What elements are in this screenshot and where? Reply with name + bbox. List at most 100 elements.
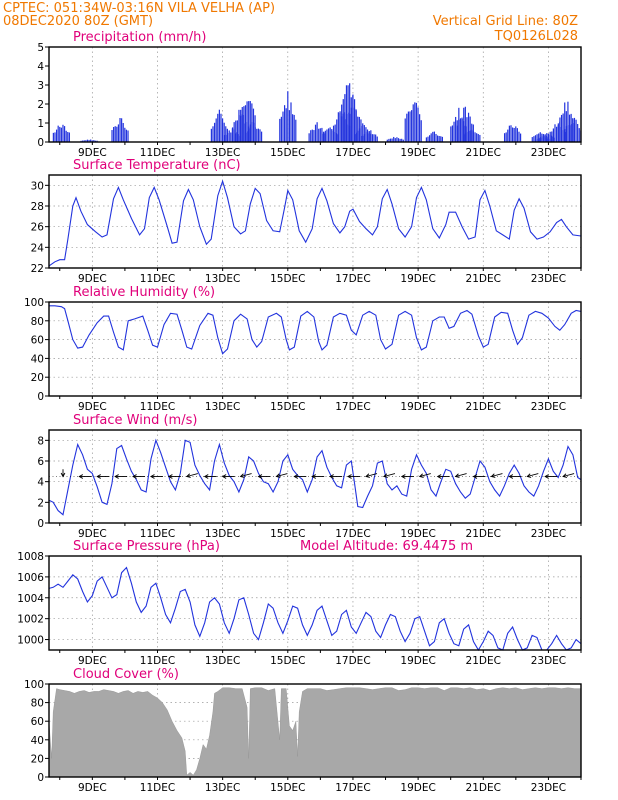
precip-bar [324, 130, 326, 142]
precip-bar [560, 114, 563, 142]
precip-bar [471, 129, 473, 142]
precip-bar [469, 116, 471, 142]
wind-arrow-head [114, 474, 119, 479]
wind-arrow-head [275, 473, 281, 478]
precip-bar [331, 129, 333, 142]
series-line [48, 179, 582, 267]
precip-bar [285, 108, 287, 142]
y-tick-label: 1002 [17, 614, 44, 626]
precip-bar [280, 116, 282, 142]
precip-bar [252, 122, 255, 142]
precip-bar [319, 128, 321, 142]
precip-bar [334, 124, 336, 142]
precip-bar [386, 139, 388, 142]
wind-arrow-head [150, 474, 155, 479]
precip-bar [419, 114, 421, 142]
precip-bar [516, 128, 518, 142]
precip-bar [227, 132, 229, 142]
precip-bar [371, 134, 374, 142]
precip-bar [411, 110, 413, 142]
precip-bar [124, 127, 126, 142]
wind-arrow [240, 473, 252, 477]
y-tick-label: 80 [31, 316, 44, 328]
precip-bar [397, 138, 400, 142]
wind-arrow-head [203, 474, 209, 479]
precip-bar [342, 99, 344, 142]
y-tick-label: 0 [37, 772, 44, 784]
precip-bar [349, 83, 351, 142]
header-grid-line: Vertical Grid Line: 80Z [433, 14, 578, 29]
x-tick-label: 17DEC [335, 528, 370, 540]
precip-bar [54, 132, 56, 142]
precip-bar [456, 125, 458, 142]
precip-bar [326, 129, 328, 142]
x-tick-label: 9DEC [78, 528, 107, 540]
precip-bar [55, 129, 58, 142]
header-model-id: TQ0126L028 [494, 29, 578, 44]
y-tick-label: 22 [31, 263, 44, 275]
wind-arrow-head [185, 473, 191, 478]
precip-bar [337, 112, 339, 142]
precip-bar [538, 138, 540, 142]
x-tick-label: 9DEC [78, 147, 107, 159]
precip-bar [458, 119, 460, 142]
x-tick-label: 15DEC [270, 528, 305, 540]
precip-bar [353, 99, 356, 142]
wind-arrow-head [436, 474, 442, 479]
wind-arrow [455, 473, 467, 477]
precip-bar [223, 122, 225, 142]
precip-bar [308, 133, 310, 142]
wind-arrow-head [347, 474, 352, 479]
precip-bar [345, 114, 348, 142]
precip-bar [65, 130, 67, 142]
precip-bar [573, 117, 576, 142]
series-line [48, 438, 582, 516]
x-tick-label: 21DEC [466, 655, 501, 667]
y-tick-label: 0 [37, 518, 44, 530]
y-tick-label: 6 [37, 456, 44, 468]
precip-bar [464, 132, 467, 142]
precip-bar [393, 136, 395, 142]
y-tick-label: 20 [31, 372, 44, 384]
precip-bar [544, 134, 546, 142]
precip-bar [210, 128, 212, 142]
precip-bar [249, 101, 251, 142]
y-tick-label: 4 [37, 61, 44, 73]
precip-bar [375, 134, 377, 142]
x-tick-label: 23DEC [531, 273, 566, 285]
precip-bar [367, 133, 369, 142]
y-tick-label: 3 [37, 80, 44, 92]
precip-bar [577, 123, 579, 142]
x-tick-label: 19DEC [400, 655, 435, 667]
precip-bar [463, 107, 465, 142]
precip-bar [93, 140, 95, 142]
precip-bar [91, 140, 93, 142]
precip-bar [63, 126, 66, 142]
wind-arrow-head [78, 474, 84, 479]
precip-bar [407, 111, 410, 142]
precip-bar [225, 126, 227, 142]
precip-bar [552, 128, 554, 142]
y-tick-label: 26 [31, 222, 45, 234]
precip-bar [417, 107, 419, 142]
precip-bar [531, 137, 533, 142]
panel-0: Precipitation (mm/h) 0 1 2 3 4 5 9DEC 11DEC 13DEC… [37, 30, 582, 159]
y-tick-label: 1004 [17, 593, 44, 605]
precip-bar [329, 127, 331, 142]
precip-bar [511, 127, 514, 142]
precip-bar [60, 127, 62, 142]
panel-title: Surface Wind (m/s) [73, 413, 197, 428]
precip-bar [469, 130, 471, 142]
precip-bar [116, 126, 118, 142]
x-tick-label: 21DEC [466, 782, 501, 794]
wind-arrow-head [418, 473, 424, 478]
precip-bar [466, 117, 468, 142]
precip-bar [344, 120, 346, 142]
panel-frame [48, 301, 582, 397]
precip-bar [570, 124, 572, 142]
precip-bar [291, 114, 294, 142]
precip-bar [357, 116, 359, 142]
precip-bar [244, 132, 247, 142]
panel-3: Surface Wind (m/s) 0 2 4 6 8 9DEC 11DEC 13DEC 15D… [37, 413, 582, 540]
